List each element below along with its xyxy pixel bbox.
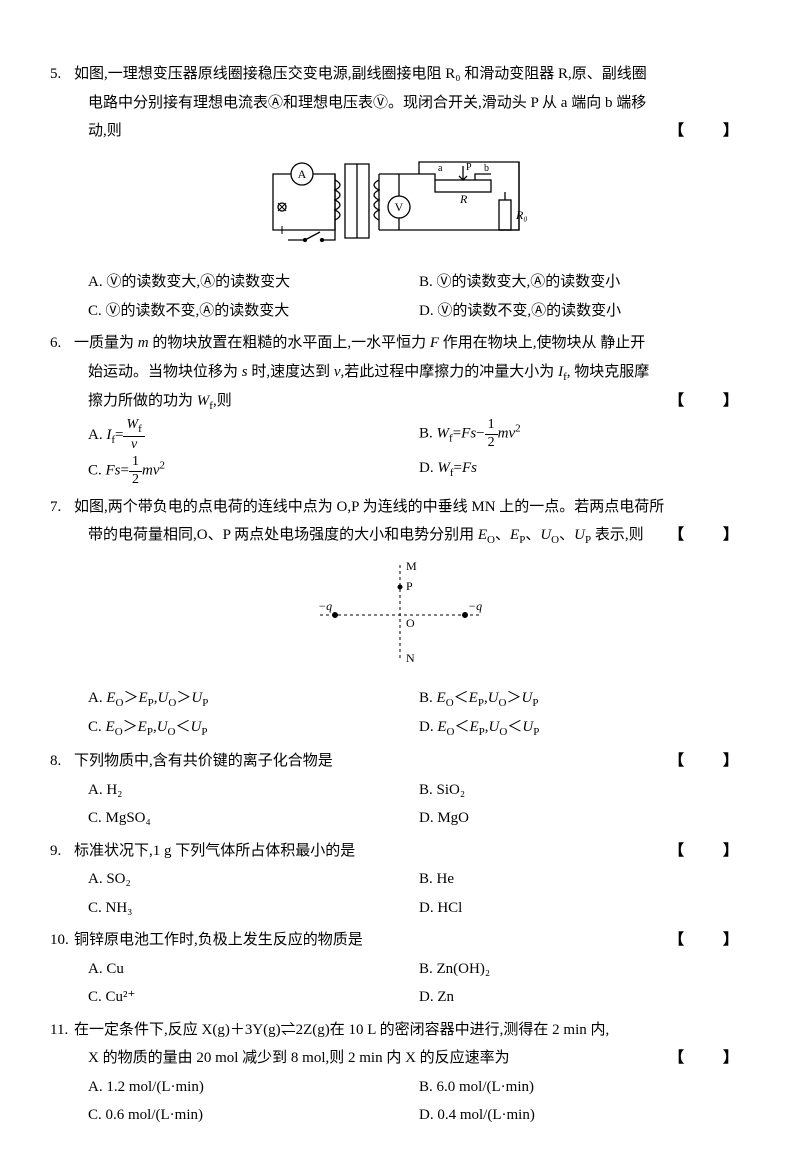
answer-bracket: 【 】 xyxy=(669,747,750,776)
q11-option-d[interactable]: D. 0.4 mol/(L·min) xyxy=(419,1101,750,1130)
q8-option-d[interactable]: D. MgO xyxy=(419,804,750,833)
q11-number: 11. xyxy=(50,1016,74,1045)
q7-text-line1: 如图,两个带负电的点电荷的连线中点为 O,P 为连线的中垂线 MN 上的一点。若… xyxy=(74,493,750,522)
question-9: 9. 标准状况下,1 g 下列气体所占体积最小的是 【 】 A. SO₂ B. … xyxy=(50,837,750,923)
q7-option-a[interactable]: A. EO＞EP,UO＞UP xyxy=(88,684,419,714)
q7-number: 7. xyxy=(50,493,74,522)
q5-option-a[interactable]: A. Ⓥ的读数变大,Ⓐ的读数变大 xyxy=(88,268,419,297)
q10-option-d[interactable]: D. Zn xyxy=(419,983,750,1012)
svg-text:V: V xyxy=(395,200,404,214)
answer-bracket: 【 】 xyxy=(669,1044,750,1073)
question-8: 8. 下列物质中,含有共价键的离子化合物是 【 】 A. H₂ B. SiO₂ … xyxy=(50,747,750,833)
q8-option-b[interactable]: B. SiO₂ xyxy=(419,776,750,805)
q10-option-a[interactable]: A. Cu xyxy=(88,955,419,984)
answer-bracket: 【 】 xyxy=(669,926,750,955)
q5-number: 5. xyxy=(50,60,74,89)
question-7: 7. 如图,两个带负电的点电荷的连线中点为 O,P 为连线的中垂线 MN 上的一… xyxy=(50,493,750,744)
q5-text-line1: 如图,一理想变压器原线圈接稳压交变电源,副线圈接电阻 R₀ 和滑动变阻器 R,原… xyxy=(74,60,750,89)
answer-bracket: 【 】 xyxy=(669,837,750,866)
answer-bracket: 【 】 xyxy=(669,117,750,146)
q11-option-b[interactable]: B. 6.0 mol/(L·min) xyxy=(419,1073,750,1102)
q11-option-a[interactable]: A. 1.2 mol/(L·min) xyxy=(88,1073,419,1102)
q8-number: 8. xyxy=(50,747,74,776)
q5-option-b[interactable]: B. Ⓥ的读数变大,Ⓐ的读数变小 xyxy=(419,268,750,297)
q9-text: 标准状况下,1 g 下列气体所占体积最小的是 xyxy=(74,843,355,859)
q5-text-line3: 动,则 xyxy=(88,123,122,139)
q9-option-d[interactable]: D. HCl xyxy=(419,894,750,923)
q8-text: 下列物质中,含有共价键的离子化合物是 xyxy=(74,753,333,769)
q9-number: 9. xyxy=(50,837,74,866)
svg-text:R: R xyxy=(459,192,468,206)
svg-text:P: P xyxy=(406,579,413,593)
q10-number: 10. xyxy=(50,926,74,955)
q9-option-c[interactable]: C. NH₃ xyxy=(88,894,419,923)
q9-option-b[interactable]: B. He xyxy=(419,865,750,894)
q6-text-line2: 始运动。当物块位移为 s 时,速度达到 v,若此过程中摩擦力的冲量大小为 If,… xyxy=(50,358,750,388)
q6-number: 6. xyxy=(50,329,74,358)
q11-option-c[interactable]: C. 0.6 mol/(L·min) xyxy=(88,1101,419,1130)
q7-text-line2: 带的电荷量相同,O、P 两点处电场强度的大小和电势分别用 EO、EP、UO、UP… xyxy=(88,527,644,543)
answer-bracket: 【 】 xyxy=(669,387,750,416)
q11-text-line2: X 的物质的量由 20 mol 减少到 8 mol,则 2 min 内 X 的反… xyxy=(88,1050,510,1066)
q10-option-b[interactable]: B. Zn(OH)₂ xyxy=(419,955,750,984)
q5-text-line2: 电路中分别接有理想电流表Ⓐ和理想电压表Ⓥ。现闭合开关,滑动头 P 从 a 端向 … xyxy=(50,89,750,118)
q7-option-b[interactable]: B. EO＜EP,UO＞UP xyxy=(419,684,750,714)
q9-option-a[interactable]: A. SO₂ xyxy=(88,865,419,894)
q6-text-line3: 擦力所做的功为 Wf,则 xyxy=(88,393,232,409)
q6-text-line1: 一质量为 m 的物块放置在粗糙的水平面上,一水平恒力 F 作用在物块上,使物块从… xyxy=(74,329,750,358)
svg-text:O: O xyxy=(406,616,415,630)
q6-option-a[interactable]: A. If=Wfv xyxy=(88,417,419,454)
q5-option-c[interactable]: C. Ⓥ的读数不变,Ⓐ的读数变大 xyxy=(88,297,419,326)
svg-text:−q: −q xyxy=(318,599,332,613)
svg-text:P: P xyxy=(466,162,472,173)
svg-text:A: A xyxy=(298,167,307,181)
q6-option-d[interactable]: D. Wf=Fs xyxy=(419,454,750,489)
q8-option-a[interactable]: A. H₂ xyxy=(88,776,419,805)
q5-option-d[interactable]: D. Ⓥ的读数不变,Ⓐ的读数变小 xyxy=(419,297,750,326)
q8-option-c[interactable]: C. MgSO₄ xyxy=(88,804,419,833)
question-10: 10. 铜锌原电池工作时,负极上发生反应的物质是 【 】 A. Cu B. Zn… xyxy=(50,926,750,1012)
svg-text:−q: −q xyxy=(468,599,482,613)
q10-option-c[interactable]: C. Cu²⁺ xyxy=(88,983,419,1012)
q6-option-b[interactable]: B. Wf=Fs−12mv2 xyxy=(419,417,750,454)
question-11: 11. 在一定条件下,反应 X(g)＋3Y(g)⇌2Z(g)在 10 L 的密闭… xyxy=(50,1016,750,1130)
q5-figure: A V xyxy=(50,152,750,263)
q7-option-c[interactable]: C. EO＞EP,UO＜UP xyxy=(88,713,419,743)
q7-option-d[interactable]: D. EO＜EP,UO＜UP xyxy=(419,713,750,743)
question-5: 5. 如图,一理想变压器原线圈接稳压交变电源,副线圈接电阻 R₀ 和滑动变阻器 … xyxy=(50,60,750,325)
q11-text-line1: 在一定条件下,反应 X(g)＋3Y(g)⇌2Z(g)在 10 L 的密闭容器中进… xyxy=(74,1016,750,1045)
svg-text:R₀: R₀ xyxy=(515,208,528,222)
svg-text:a: a xyxy=(438,163,443,174)
svg-text:b: b xyxy=(484,163,489,174)
svg-text:M: M xyxy=(406,559,417,573)
q10-text: 铜锌原电池工作时,负极上发生反应的物质是 xyxy=(74,932,363,948)
svg-text:N: N xyxy=(406,651,415,665)
answer-bracket: 【 】 xyxy=(669,521,750,550)
question-6: 6. 一质量为 m 的物块放置在粗糙的水平面上,一水平恒力 F 作用在物块上,使… xyxy=(50,329,750,489)
q7-figure: M P O N −q −q xyxy=(50,557,750,678)
q6-option-c[interactable]: C. Fs=12mv2 xyxy=(88,454,419,489)
